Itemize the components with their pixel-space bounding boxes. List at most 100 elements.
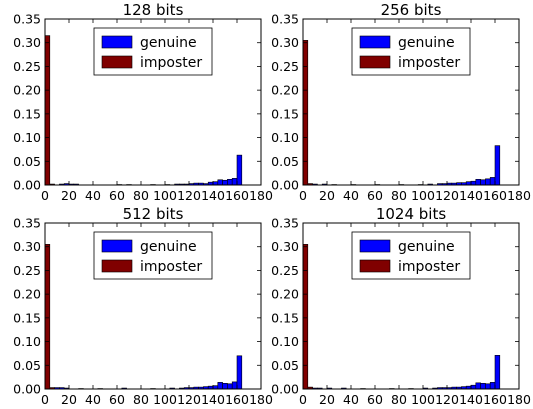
panel-title: 512 bits — [123, 205, 184, 223]
x-tick-label: 140 — [201, 188, 225, 203]
imposter-legend-label: imposter — [398, 259, 460, 275]
x-tick-label: 20 — [319, 188, 335, 203]
x-tick-label: 140 — [459, 188, 483, 203]
x-tick-label: 100 — [153, 188, 177, 203]
genuine-legend-label: genuine — [398, 239, 455, 255]
genuine-legend-label: genuine — [140, 239, 197, 255]
y-tick-label: 0.25 — [271, 263, 299, 278]
y-tick-label: 0.25 — [13, 59, 41, 74]
x-tick-label: 0 — [41, 392, 49, 407]
x-tick-label: 80 — [133, 188, 149, 203]
genuine-bar — [494, 145, 501, 186]
genuine-bar — [485, 178, 491, 186]
y-tick-label: 0.35 — [13, 12, 41, 27]
y-tick-label: 0.10 — [13, 334, 41, 349]
panel-title: 1024 bits — [376, 205, 447, 223]
histogram-panel: 0 20 40 60 80 100 120 140 160 180 0.00 0.05 0.10 0.15… — [271, 205, 531, 407]
genuine-legend-swatch — [359, 35, 391, 49]
y-tick-label: 0.05 — [271, 358, 299, 373]
y-tick-label: 0.10 — [271, 130, 299, 145]
y-tick-label: 0.00 — [271, 178, 299, 193]
genuine-bar — [485, 383, 491, 390]
genuine-legend-swatch — [359, 239, 391, 253]
genuine-bar — [470, 384, 477, 390]
y-tick-label: 0.10 — [13, 130, 41, 145]
y-tick-label: 0.00 — [271, 382, 299, 397]
genuine-bar — [480, 383, 486, 390]
legend: genuine imposter — [93, 231, 213, 280]
y-tick-label: 0.25 — [271, 59, 299, 74]
genuine-legend-label: genuine — [140, 35, 197, 51]
genuine-bar — [236, 355, 243, 390]
x-tick-label: 180 — [507, 188, 531, 203]
y-tick-label: 0.35 — [271, 12, 299, 27]
x-tick-label: 140 — [201, 392, 225, 407]
imposter-legend-swatch — [101, 259, 133, 273]
histogram-panel: 0 20 40 60 80 100 120 140 160 180 0.00 0.05 0.10 0.15… — [13, 205, 273, 407]
x-tick-label: 120 — [435, 392, 459, 407]
y-tick-label: 0.05 — [271, 154, 299, 169]
imposter-bar — [302, 40, 309, 186]
x-tick-label: 160 — [225, 188, 249, 203]
y-tick-label: 0.25 — [13, 263, 41, 278]
y-tick-label: 0.15 — [13, 106, 41, 121]
genuine-bar — [227, 179, 233, 186]
genuine-legend-swatch — [101, 35, 133, 49]
y-tick-label: 0.15 — [271, 310, 299, 325]
y-tick-label: 0.30 — [13, 239, 41, 254]
genuine-bar — [494, 355, 501, 390]
x-tick-label: 120 — [177, 188, 201, 203]
genuine-bar — [475, 382, 481, 390]
x-tick-label: 60 — [109, 392, 125, 407]
y-tick-label: 0.20 — [271, 287, 299, 302]
x-tick-label: 160 — [225, 392, 249, 407]
x-tick-label: 80 — [133, 392, 149, 407]
x-tick-label: 100 — [411, 392, 435, 407]
x-tick-label: 40 — [343, 392, 359, 407]
genuine-bar — [227, 383, 233, 390]
x-tick-label: 120 — [177, 392, 201, 407]
panel-title: 128 bits — [123, 1, 184, 19]
y-tick-label: 0.30 — [13, 35, 41, 50]
legend: genuine imposter — [351, 231, 471, 280]
genuine-bar — [480, 179, 486, 186]
imposter-legend-swatch — [101, 55, 133, 69]
x-tick-label: 120 — [435, 188, 459, 203]
genuine-bar — [217, 179, 223, 186]
histogram-panel: 0 20 40 60 80 100 120 140 160 180 0.00 0.05 0.10 0.15… — [271, 1, 531, 203]
imposter-legend-swatch — [359, 55, 391, 69]
imposter-bar — [44, 244, 51, 390]
panel-title: 256 bits — [381, 1, 442, 19]
genuine-legend-label: genuine — [398, 35, 455, 51]
genuine-bar — [222, 383, 228, 390]
x-tick-label: 60 — [109, 188, 125, 203]
imposter-legend-swatch — [359, 259, 391, 273]
imposter-legend-label: imposter — [140, 259, 202, 275]
x-tick-label: 20 — [319, 392, 335, 407]
x-tick-label: 0 — [299, 392, 307, 407]
x-tick-label: 140 — [459, 392, 483, 407]
x-tick-label: 80 — [391, 392, 407, 407]
imposter-bar — [302, 244, 309, 390]
y-tick-label: 0.20 — [13, 83, 41, 98]
genuine-bar — [489, 177, 496, 186]
genuine-bar — [489, 382, 496, 390]
x-tick-label: 40 — [85, 188, 101, 203]
x-tick-label: 60 — [367, 392, 383, 407]
x-tick-label: 20 — [61, 392, 77, 407]
y-tick-label: 0.05 — [13, 358, 41, 373]
y-tick-label: 0.00 — [13, 178, 41, 193]
y-tick-label: 0.30 — [271, 239, 299, 254]
x-tick-label: 100 — [411, 188, 435, 203]
y-tick-label: 0.15 — [271, 106, 299, 121]
x-tick-label: 160 — [483, 392, 507, 407]
genuine-bar — [475, 179, 481, 186]
y-tick-label: 0.05 — [13, 154, 41, 169]
y-tick-label: 0.20 — [13, 287, 41, 302]
genuine-bar — [222, 179, 228, 186]
x-tick-label: 40 — [343, 188, 359, 203]
axes-frame — [302, 222, 520, 390]
x-tick-label: 60 — [367, 188, 383, 203]
x-tick-label: 80 — [391, 188, 407, 203]
